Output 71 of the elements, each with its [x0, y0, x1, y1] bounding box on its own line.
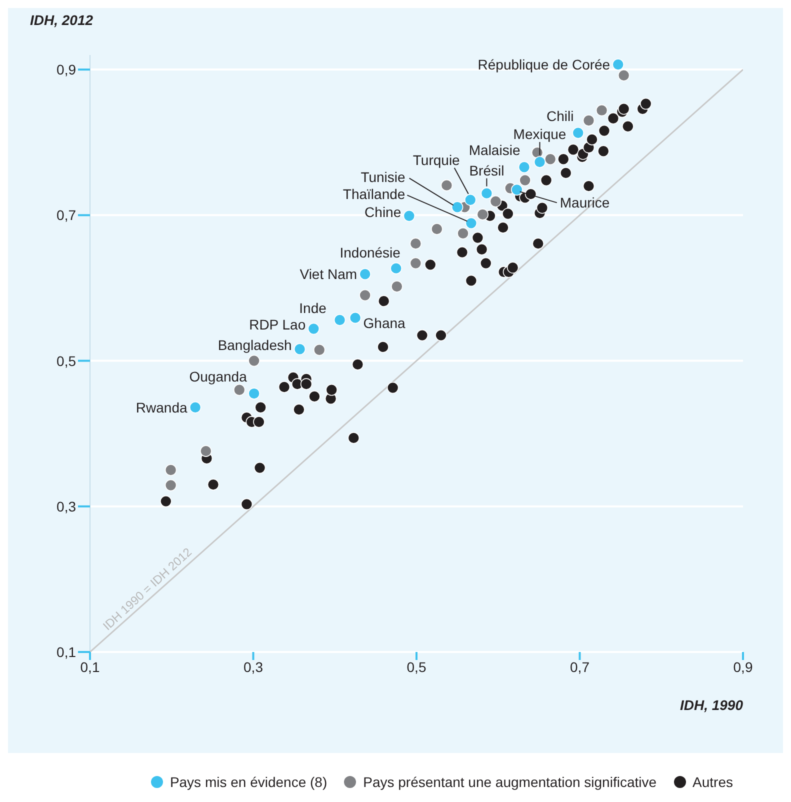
- point: [518, 161, 530, 174]
- annotation: Mexique: [513, 126, 566, 142]
- point: [200, 445, 212, 457]
- point: [391, 280, 403, 292]
- point: [440, 179, 453, 192]
- point: [582, 114, 595, 126]
- x-tick-label: 0,3: [244, 658, 264, 675]
- annotation: Tunisie: [360, 169, 406, 186]
- annotation: Rwanda: [136, 399, 188, 416]
- point: [248, 388, 260, 400]
- x-tick-label: 0,5: [406, 658, 426, 675]
- annotation: Chili: [546, 108, 574, 124]
- annotation: Viet Nam: [300, 266, 358, 282]
- annotation: Inde: [299, 300, 327, 316]
- point: [164, 479, 177, 492]
- legend-label: Pays présentant une augmentation significative: [362, 774, 657, 790]
- point: [519, 174, 531, 186]
- point: [464, 194, 476, 206]
- point: [334, 314, 346, 326]
- point: [313, 344, 326, 356]
- x-tick-label: 0,1: [80, 658, 100, 675]
- point: [308, 322, 320, 335]
- annotation: Turquie: [412, 152, 460, 168]
- point: [465, 217, 478, 230]
- annotation: Ouganda: [189, 368, 248, 385]
- annotation: Malaisie: [468, 142, 520, 158]
- point: [189, 401, 202, 414]
- point: [410, 238, 422, 250]
- point: [476, 208, 489, 220]
- point: [511, 184, 523, 196]
- annotation: Maurice: [560, 194, 610, 211]
- x-tick-label: 0,7: [570, 658, 590, 675]
- point: [410, 257, 422, 270]
- point: [544, 153, 556, 166]
- point: [596, 104, 608, 116]
- point: [248, 354, 260, 367]
- y-tick-label: 0,7: [56, 207, 76, 224]
- point: [359, 268, 371, 280]
- annotation: République de Corée: [478, 56, 610, 72]
- point: [359, 289, 371, 302]
- x-tick-label: 0,9: [733, 658, 753, 675]
- annotation: Indonésie: [340, 244, 401, 260]
- point: [490, 195, 502, 208]
- point: [612, 58, 624, 70]
- legend-label: Pays mis en évidence (8): [168, 774, 328, 790]
- annotation: Ghana: [363, 314, 406, 331]
- point: [294, 343, 306, 356]
- y-tick-label: 0,5: [56, 352, 76, 369]
- point: [349, 312, 362, 324]
- point: [480, 187, 493, 200]
- point: [618, 69, 630, 82]
- annotation: Bangladesh: [218, 337, 292, 354]
- point: [403, 210, 416, 222]
- point: [164, 464, 177, 476]
- x-axis-title: IDH, 1990: [680, 697, 744, 713]
- y-tick-label: 0,3: [56, 498, 76, 514]
- y-tick-label: 0,1: [56, 644, 76, 660]
- point: [390, 262, 402, 274]
- y-axis-title: IDH, 2012: [30, 12, 94, 28]
- point: [572, 127, 584, 139]
- annotation: Chine: [364, 204, 402, 220]
- annotation: Thaïlande: [342, 186, 406, 202]
- point: [431, 223, 443, 235]
- point: [451, 201, 464, 214]
- legend-label: Autres: [692, 774, 733, 790]
- point: [457, 227, 469, 240]
- y-tick-label: 0,9: [56, 62, 76, 78]
- annotation: Brésil: [469, 162, 504, 178]
- point: [233, 384, 246, 396]
- annotation: RDP Lao: [249, 316, 306, 333]
- point: [534, 156, 546, 168]
